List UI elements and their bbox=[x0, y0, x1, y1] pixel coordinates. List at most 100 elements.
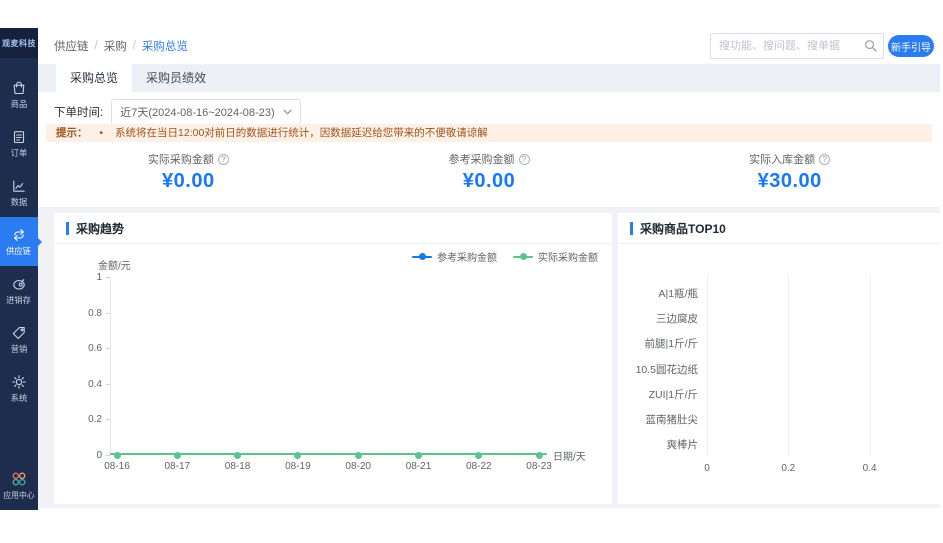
marketing-icon bbox=[11, 325, 27, 341]
y-tick-mark bbox=[106, 419, 110, 421]
x-tick-label: 08-17 bbox=[164, 461, 191, 472]
sidebar-item-goods[interactable]: 商品 bbox=[0, 70, 38, 119]
stat-value: ¥0.00 bbox=[462, 170, 516, 192]
x-tick-label: 08-16 bbox=[104, 461, 130, 472]
main-content: 下单时间: 近7天(2024-08-16~2024-08-23) 提示： • 系… bbox=[38, 92, 940, 508]
data-icon bbox=[11, 178, 27, 194]
notice-bar: 提示： • 系统将在当日12:00对前日的数据进行统计，因数据延迟给您带来的不便… bbox=[46, 124, 932, 142]
help-icon[interactable]: ? bbox=[217, 153, 229, 165]
y-tick-mark bbox=[106, 383, 110, 385]
title-accent-bar bbox=[630, 221, 633, 235]
stat-value: ¥30.00 bbox=[757, 170, 822, 192]
y-tick-label: 0.2 bbox=[88, 414, 102, 426]
y-tick-mark bbox=[106, 455, 110, 456]
y-tick-label: 0.8 bbox=[88, 307, 102, 319]
top10-card-title: 采购商品TOP10 bbox=[640, 221, 726, 236]
sidebar-item-label: 数据 bbox=[10, 197, 28, 207]
trend-card: 采购趋势 参考采购金额 实际采购金额 金额/元 0 0.2 0.4 0.6 0.8 1 08-1… bbox=[54, 213, 612, 504]
category-label: 爽棒片 bbox=[666, 439, 699, 452]
sidebar-item-inventory[interactable]: 进销存 bbox=[0, 266, 38, 315]
x-tick-label: 0.2 bbox=[781, 463, 796, 474]
legend-dot bbox=[519, 253, 527, 260]
date-range-value: 近7天(2024-08-16~2024-08-23) bbox=[120, 107, 275, 119]
sidebar-item-supply-chain[interactable]: 供应链 bbox=[0, 217, 42, 266]
sidebar-item-label: 系统 bbox=[10, 393, 28, 403]
y-tick-label: 0.6 bbox=[88, 343, 102, 355]
supply-chain-icon bbox=[11, 227, 27, 243]
trend-card-title: 采购趋势 bbox=[76, 221, 125, 236]
sidebar-item-app-center[interactable]: 应用中心 bbox=[0, 471, 38, 500]
sidebar-item-orders[interactable]: 订单 bbox=[0, 119, 38, 168]
category-label: ZUI|1斤/斤 bbox=[648, 388, 698, 401]
legend-mark bbox=[513, 253, 533, 260]
guide-button[interactable]: 新手引导 bbox=[888, 35, 934, 57]
x-tick-label: 0 bbox=[704, 463, 710, 474]
filter-row: 下单时间: 近7天(2024-08-16~2024-08-23) bbox=[54, 99, 301, 125]
y-axis-line bbox=[110, 277, 111, 455]
sidebar-item-system[interactable]: 系统 bbox=[0, 364, 38, 413]
x-tick-label: 08-20 bbox=[345, 461, 371, 472]
goods-icon bbox=[11, 80, 27, 96]
search-input[interactable] bbox=[710, 33, 884, 59]
y-tick-mark bbox=[106, 277, 110, 278]
date-range-select[interactable]: 近7天(2024-08-16~2024-08-23) bbox=[111, 99, 301, 125]
legend-label: 实际采购金额 bbox=[538, 253, 598, 264]
legend-item-参考采购金额[interactable]: 参考采购金额 bbox=[412, 249, 497, 264]
help-icon[interactable]: ? bbox=[819, 153, 831, 165]
help-icon[interactable]: ? bbox=[518, 153, 530, 165]
y-tick-mark bbox=[106, 312, 110, 314]
notice-bullet: • bbox=[99, 127, 104, 139]
stat-label-row: 实际入库金额? bbox=[749, 151, 831, 167]
stat-block: 参考采购金额? ¥0.00 bbox=[339, 149, 640, 204]
top10-card-header: 采购商品TOP10 bbox=[618, 213, 940, 244]
stat-block: 实际采购金额? ¥0.00 bbox=[38, 149, 339, 204]
data-point bbox=[173, 451, 181, 459]
category-label: 10.5圆花边纸 bbox=[635, 363, 698, 376]
stats-row: 实际采购金额? ¥0.00 参考采购金额? ¥0.00 实际入库金额? ¥30.00 bbox=[38, 149, 940, 204]
sidebar-item-marketing[interactable]: 营销 bbox=[0, 315, 38, 364]
sidebar-item-label: 进销存 bbox=[6, 295, 32, 305]
x-tick-label: 08-21 bbox=[405, 461, 432, 472]
data-point bbox=[535, 451, 543, 459]
legend-item-实际采购金额[interactable]: 实际采购金额 bbox=[513, 249, 598, 264]
gridline bbox=[788, 275, 790, 457]
sidebar: 观麦科技 商品 订单数据供应链进销存营销系统 应用中心 bbox=[0, 28, 42, 510]
breadcrumb-item[interactable]: 采购 bbox=[103, 41, 127, 53]
y-tick-label: 0 bbox=[96, 450, 102, 461]
sidebar-menu: 商品 订单数据供应链进销存营销系统 bbox=[0, 70, 42, 413]
sidebar-item-label: 供应链 bbox=[6, 246, 32, 256]
notice-prefix: 提示： bbox=[56, 127, 88, 139]
notice-text: 系统将在当日12:00对前日的数据进行统计，因数据延迟给您带来的不便敬请谅解 bbox=[115, 127, 488, 139]
data-point bbox=[354, 451, 362, 459]
x-tick-label: 08-23 bbox=[526, 461, 552, 472]
legend-label: 参考采购金额 bbox=[437, 253, 497, 264]
overview-panel: 下单时间: 近7天(2024-08-16~2024-08-23) 提示： • 系… bbox=[38, 92, 940, 207]
category-label: 前腿|1斤/斤 bbox=[644, 338, 698, 351]
x-tick-label: 08-22 bbox=[466, 461, 492, 472]
category-label: 蓝南猪肚尖 bbox=[645, 413, 699, 426]
series-line-actual bbox=[110, 453, 547, 455]
data-point bbox=[475, 451, 483, 459]
stat-label-row: 实际采购金额? bbox=[148, 151, 229, 167]
search-icon[interactable] bbox=[864, 39, 877, 52]
breadcrumb-item[interactable]: 供应链 bbox=[54, 41, 89, 53]
y-tick-mark bbox=[106, 348, 110, 350]
trend-card-header: 采购趋势 bbox=[54, 213, 612, 244]
gridline bbox=[869, 275, 871, 457]
brand-logo[interactable]: 观麦科技 bbox=[0, 28, 38, 58]
gridline bbox=[707, 275, 708, 457]
data-point bbox=[234, 451, 242, 459]
sidebar-item-data[interactable]: 数据 bbox=[0, 168, 38, 217]
breadcrumb-separator: / bbox=[132, 40, 136, 52]
breadcrumb: 供应链 / 采购 / 采购总览 bbox=[54, 28, 188, 64]
tab-采购员绩效[interactable]: 采购员绩效 bbox=[146, 71, 207, 85]
tab-采购总览[interactable]: 采购总览 bbox=[56, 64, 133, 92]
y-axis-label: 金额/元 bbox=[98, 261, 131, 272]
stat-label: 实际入库金额 bbox=[749, 154, 816, 166]
breadcrumb-item: 采购总览 bbox=[141, 41, 188, 53]
stat-value: ¥0.00 bbox=[162, 170, 215, 192]
inventory-icon bbox=[11, 276, 27, 292]
stat-label: 实际采购金额 bbox=[147, 154, 214, 166]
x-tick-label: 0.4 bbox=[862, 463, 877, 474]
